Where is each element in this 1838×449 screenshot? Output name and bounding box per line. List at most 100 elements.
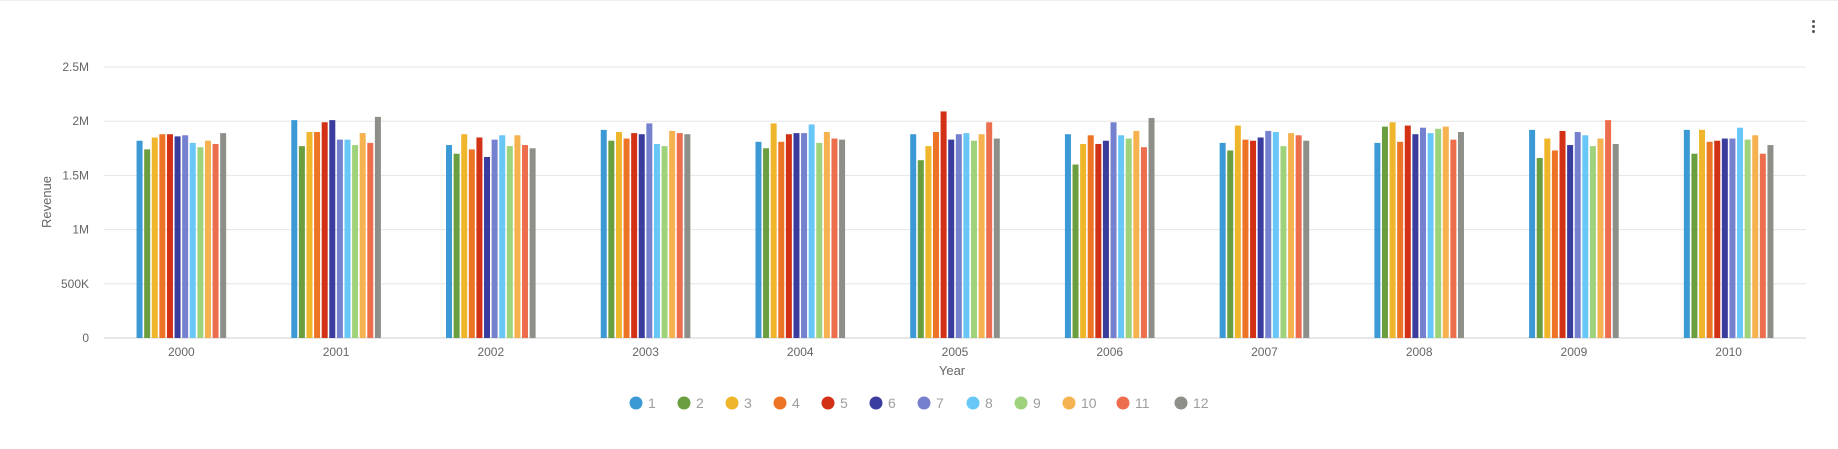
bar-2007-series-1[interactable]	[1219, 142, 1226, 338]
bar-2009-series-3[interactable]	[1544, 138, 1551, 338]
bar-2008-series-11[interactable]	[1450, 139, 1457, 338]
bar-2000-series-7[interactable]	[182, 135, 189, 338]
bar-2000-series-4[interactable]	[159, 134, 166, 338]
bar-2008-series-9[interactable]	[1435, 128, 1442, 338]
bar-2005-series-10[interactable]	[978, 134, 985, 338]
bar-2003-series-6[interactable]	[638, 134, 645, 338]
bar-2001-series-12[interactable]	[374, 116, 381, 338]
bar-2004-series-10[interactable]	[823, 132, 830, 338]
bar-2006-series-12[interactable]	[1148, 117, 1155, 338]
bar-2003-series-3[interactable]	[615, 132, 622, 338]
bar-2002-series-12[interactable]	[529, 148, 536, 338]
bar-2004-series-2[interactable]	[763, 148, 770, 338]
bar-2001-series-10[interactable]	[359, 133, 366, 338]
bar-2008-series-8[interactable]	[1427, 133, 1434, 338]
bar-2005-series-3[interactable]	[925, 146, 932, 338]
bar-2007-series-5[interactable]	[1250, 140, 1257, 338]
bar-2000-series-11[interactable]	[212, 143, 219, 338]
bar-2007-series-7[interactable]	[1265, 130, 1272, 338]
bar-2000-series-9[interactable]	[197, 147, 204, 338]
bar-2004-series-3[interactable]	[770, 123, 777, 339]
bar-2004-series-11[interactable]	[831, 138, 838, 338]
bar-2005-series-11[interactable]	[986, 122, 993, 338]
bar-2003-series-8[interactable]	[653, 143, 660, 338]
bar-2010-series-5[interactable]	[1714, 140, 1721, 338]
bar-2009-series-8[interactable]	[1582, 135, 1589, 338]
bar-2006-series-7[interactable]	[1110, 122, 1117, 338]
bar-2000-series-1[interactable]	[136, 140, 143, 338]
bar-2010-series-7[interactable]	[1729, 138, 1736, 338]
legend-item-3[interactable]: 3	[725, 395, 753, 411]
bar-2007-series-4[interactable]	[1242, 139, 1249, 338]
bar-2010-series-12[interactable]	[1767, 145, 1774, 338]
bar-2008-series-7[interactable]	[1419, 127, 1426, 338]
bar-2007-series-8[interactable]	[1272, 132, 1279, 338]
legend-item-5[interactable]: 5	[821, 395, 849, 411]
bar-2004-series-7[interactable]	[801, 133, 808, 338]
bar-2007-series-6[interactable]	[1257, 137, 1264, 338]
bar-2008-series-4[interactable]	[1397, 141, 1404, 338]
bar-2005-series-1[interactable]	[910, 134, 917, 338]
bar-2003-series-7[interactable]	[646, 123, 653, 339]
more-vert-icon[interactable]	[1806, 18, 1820, 40]
bar-2001-series-3[interactable]	[306, 132, 313, 338]
bar-2006-series-10[interactable]	[1133, 130, 1140, 338]
bar-2006-series-1[interactable]	[1064, 134, 1071, 338]
bar-2009-series-6[interactable]	[1567, 145, 1574, 338]
bar-2006-series-6[interactable]	[1102, 140, 1109, 338]
bar-2008-series-5[interactable]	[1404, 125, 1411, 338]
bar-2003-series-12[interactable]	[684, 134, 691, 338]
bar-2000-series-2[interactable]	[144, 149, 151, 338]
bar-2002-series-5[interactable]	[476, 137, 483, 338]
bar-2003-series-10[interactable]	[669, 130, 676, 338]
bar-2002-series-1[interactable]	[446, 145, 453, 338]
bar-2007-series-10[interactable]	[1288, 133, 1295, 338]
bar-2004-series-5[interactable]	[785, 134, 792, 338]
bar-2009-series-1[interactable]	[1529, 129, 1536, 338]
bar-2002-series-9[interactable]	[506, 146, 513, 338]
bar-2009-series-2[interactable]	[1536, 158, 1543, 338]
bar-2003-series-5[interactable]	[631, 133, 638, 338]
bar-2010-series-2[interactable]	[1691, 153, 1698, 338]
bar-2010-series-6[interactable]	[1721, 138, 1728, 338]
bar-2004-series-1[interactable]	[755, 141, 762, 338]
bar-2001-series-8[interactable]	[344, 139, 351, 338]
bar-2009-series-7[interactable]	[1574, 132, 1581, 338]
bar-2006-series-5[interactable]	[1095, 143, 1102, 338]
bar-2000-series-8[interactable]	[189, 142, 196, 338]
legend-item-1[interactable]: 1	[629, 395, 657, 411]
bar-2003-series-11[interactable]	[676, 133, 683, 338]
bar-2004-series-4[interactable]	[778, 141, 785, 338]
bar-2006-series-2[interactable]	[1072, 164, 1079, 338]
bar-2006-series-8[interactable]	[1118, 135, 1125, 338]
legend-item-7[interactable]: 7	[917, 395, 945, 411]
bar-2008-series-2[interactable]	[1381, 126, 1388, 339]
bar-2004-series-9[interactable]	[816, 142, 823, 338]
bar-2001-series-7[interactable]	[336, 139, 343, 338]
bar-2007-series-3[interactable]	[1234, 125, 1241, 338]
bar-2000-series-3[interactable]	[151, 137, 158, 338]
bar-2008-series-12[interactable]	[1457, 132, 1464, 338]
bar-2007-series-9[interactable]	[1280, 146, 1287, 338]
legend-item-2[interactable]: 2	[677, 395, 705, 411]
bar-2005-series-9[interactable]	[971, 140, 977, 338]
bar-2005-series-6[interactable]	[948, 139, 955, 338]
bar-2003-series-9[interactable]	[661, 146, 668, 338]
bar-2010-series-9[interactable]	[1744, 139, 1751, 338]
bar-2002-series-3[interactable]	[461, 134, 468, 338]
bar-2002-series-10[interactable]	[514, 135, 521, 338]
legend-item-4[interactable]: 4	[773, 395, 801, 411]
bar-2006-series-3[interactable]	[1080, 143, 1087, 338]
bar-2009-series-4[interactable]	[1551, 150, 1558, 338]
bar-2005-series-5[interactable]	[940, 111, 947, 338]
bar-2003-series-1[interactable]	[600, 129, 607, 338]
legend-item-8[interactable]: 8	[966, 395, 994, 411]
bar-2002-series-11[interactable]	[522, 145, 529, 338]
bar-2001-series-9[interactable]	[352, 145, 359, 338]
legend-item-11[interactable]: 11	[1116, 395, 1150, 411]
bar-2006-series-4[interactable]	[1087, 135, 1094, 338]
bar-2003-series-4[interactable]	[623, 138, 630, 338]
bar-2009-series-11[interactable]	[1605, 120, 1612, 339]
bar-2001-series-5[interactable]	[321, 122, 328, 338]
legend-item-12[interactable]: 12	[1174, 395, 1209, 411]
